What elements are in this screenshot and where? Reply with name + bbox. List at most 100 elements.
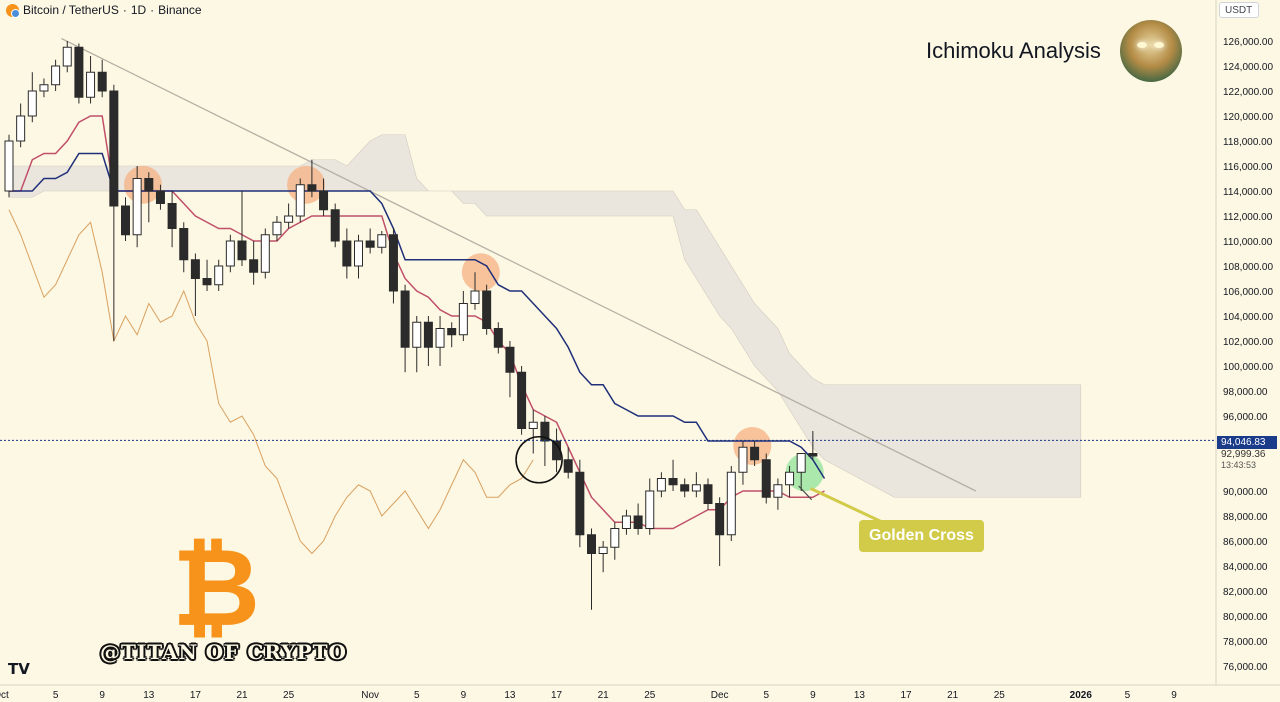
price-tick-label: 110,000.00 [1223,237,1273,248]
candle-body [377,234,387,248]
candle-body [354,240,363,267]
watermark-text: @TITAN OF CRYPTO [100,640,347,664]
price-tick-label: 108,000.00 [1223,262,1273,273]
candle-body [51,65,61,86]
golden-cross-pointer [810,487,883,524]
time-tick-label: 13 [854,690,866,701]
price-tick-label: 98,000.00 [1223,387,1268,398]
candle-body [458,303,468,336]
candle-body [97,71,107,92]
candle-body [540,421,550,442]
candle-body [284,215,294,223]
candle-body [750,446,760,461]
author-avatar [1120,20,1182,82]
last-price-tag: 94,046.83 [1217,436,1277,449]
price-tick-label: 114,000.00 [1223,187,1273,198]
candle-body [587,534,596,554]
candle-body [808,453,818,457]
candle-body [202,278,212,286]
candle-body [214,265,224,286]
avatar-eye-icon [1137,42,1147,48]
candle-body [272,221,282,236]
price-tick-label: 102,000.00 [1223,337,1273,348]
candle-body [633,515,643,529]
price-tick-label: 100,000.00 [1223,362,1273,373]
chikou-span-line [8,209,534,555]
candle-body [668,478,678,486]
candle-body [645,490,655,529]
time-tick-label: 9 [810,690,816,701]
candle-body [4,140,14,192]
time-tick-label: 25 [283,690,295,701]
candle-body [167,203,177,229]
candle-body [16,115,26,142]
time-tick-label: 17 [900,690,912,701]
candle-body [190,259,200,279]
candle-body [295,184,305,217]
interval[interactable]: 1D [130,3,147,17]
candle-body [74,46,84,98]
candle-body [517,371,527,429]
candle-body [109,90,119,207]
black-circle-marker [515,435,563,484]
time-tick-label: 21 [598,690,610,701]
candle-body [330,209,340,242]
candle-body [610,528,620,548]
candle-body [435,328,445,348]
candle-body [132,178,142,236]
candle-body [447,328,457,336]
tradingview-logo-icon[interactable]: TV [8,660,30,678]
candle-body [505,346,515,373]
symbol-header[interactable]: Bitcoin / TetherUS · 1D · Binance [6,3,202,18]
candle-body [528,421,538,429]
candle-body [86,71,96,98]
price-tick-label: 96,000.00 [1223,412,1268,423]
candle-body [144,178,154,192]
candle-body [703,484,713,504]
price-tick-label: 106,000.00 [1223,287,1273,298]
candle-body [319,190,329,211]
golden-cross-mark [798,485,813,501]
candle-body [155,190,165,204]
candle-body [179,228,189,261]
header-separator: · [122,3,127,17]
time-tick-label: 21 [236,690,248,701]
candle-body [715,503,725,536]
candle-body [412,321,422,348]
candle-body [773,484,783,498]
btc-logo-icon [6,3,20,18]
descending-trendline [61,37,977,492]
candle-body [680,484,690,492]
candle-body [237,240,247,261]
candle-body [121,205,130,236]
header-separator-2: · [150,3,155,17]
candle-body [423,321,433,348]
price-tick-label: 104,000.00 [1223,312,1273,323]
candle-body [563,459,573,473]
candle-body [249,259,259,273]
time-tick-label: 9 [461,690,467,701]
candle-body [260,234,270,273]
time-tick-label: Oct [0,690,9,701]
price-axis [1216,0,1280,702]
time-tick-label: 13 [504,690,516,701]
time-tick-label: 2026 [1070,690,1093,701]
price-tick-label: 76,000.00 [1223,662,1268,673]
mid-price-tag: 92,999.36 [1221,449,1266,460]
time-tick-label: 17 [551,690,563,701]
price-tick-label: 80,000.00 [1223,612,1268,623]
candle-body [691,484,701,492]
bitcoin-symbol-icon: ₿ [172,526,261,651]
time-tick-label: 9 [99,690,105,701]
symbol-name: Bitcoin / TetherUS [23,3,119,17]
time-tick-label: Dec [711,690,729,701]
price-tick-label: 88,000.00 [1223,512,1268,523]
currency-button[interactable]: USDT [1219,2,1259,18]
candle-body [738,446,748,473]
time-tick-label: 21 [947,690,959,701]
candle-body [598,546,608,554]
price-tick-label: 124,000.00 [1223,62,1273,73]
candle-body [656,478,666,492]
time-tick-label: 25 [644,690,656,701]
